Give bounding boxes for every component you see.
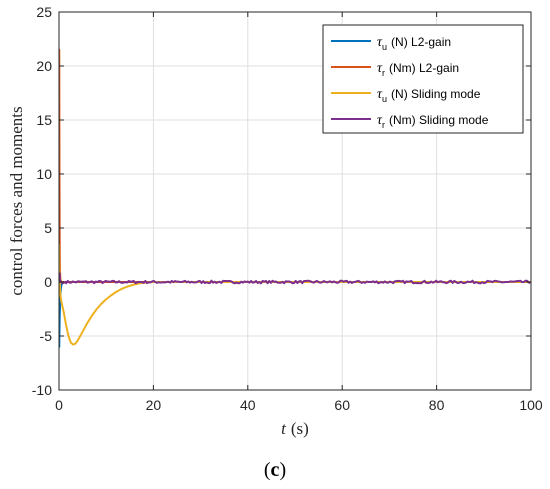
legend-label: (Nm) Sliding mode <box>389 113 489 127</box>
y-tick-label: 25 <box>36 4 52 20</box>
legend-symbol: τ <box>377 35 383 50</box>
legend-symbol: τ <box>377 87 383 102</box>
legend-label: (N) Sliding mode <box>391 87 481 101</box>
legend-subscript: r <box>382 120 385 130</box>
series-line-4 <box>59 272 531 285</box>
x-tick-label: 20 <box>146 397 162 413</box>
series-line-3 <box>59 244 531 346</box>
legend-subscript: u <box>382 94 387 104</box>
plot-border <box>58 11 532 391</box>
y-tick-label: -10 <box>32 382 52 398</box>
y-tick-label: 0 <box>44 274 52 290</box>
x-tick-label: 40 <box>240 397 256 413</box>
legend-label: (N) L2-gain <box>391 35 451 49</box>
x-axis-label-var: t <box>281 419 287 438</box>
figure-caption: (c) <box>264 459 286 481</box>
caption-letter: c <box>271 459 280 481</box>
x-tick-label: 0 <box>55 397 63 413</box>
tick-marks <box>58 11 532 391</box>
y-axis-label: control forces and moments <box>7 106 26 295</box>
legend-subscript: u <box>382 42 387 52</box>
x-tick-label: 100 <box>519 397 543 413</box>
caption-close: ) <box>279 459 286 481</box>
y-tick-label: 10 <box>36 166 52 182</box>
y-tick-label: 20 <box>36 58 52 74</box>
y-tick-labels: -10 -5 0 5 10 15 20 25 <box>32 4 52 398</box>
x-axis-label-unit: (s) <box>291 419 309 438</box>
x-tick-label: 80 <box>429 397 445 413</box>
legend-entry-3: τu (N) Sliding mode <box>377 87 481 104</box>
legend-subscript: r <box>382 68 385 78</box>
x-axis-label: t (s) <box>281 419 309 438</box>
y-tick-label: -5 <box>40 328 53 344</box>
y-tick-label: 5 <box>44 220 52 236</box>
legend-entry-2: τr (Nm) L2-gain <box>377 61 459 78</box>
y-tick-label: 15 <box>36 112 52 128</box>
x-tick-label: 60 <box>334 397 350 413</box>
legend-label: (Nm) L2-gain <box>389 61 459 75</box>
x-tick-labels: 0 20 40 60 80 100 <box>55 397 543 413</box>
legend-entry-4: τr (Nm) Sliding mode <box>377 113 489 130</box>
legend-entry-1: τu (N) L2-gain <box>377 35 451 52</box>
caption-open: ( <box>264 459 271 481</box>
legend-box <box>322 24 524 134</box>
legend-symbol: τ <box>377 61 383 76</box>
legend-symbol: τ <box>377 113 383 128</box>
